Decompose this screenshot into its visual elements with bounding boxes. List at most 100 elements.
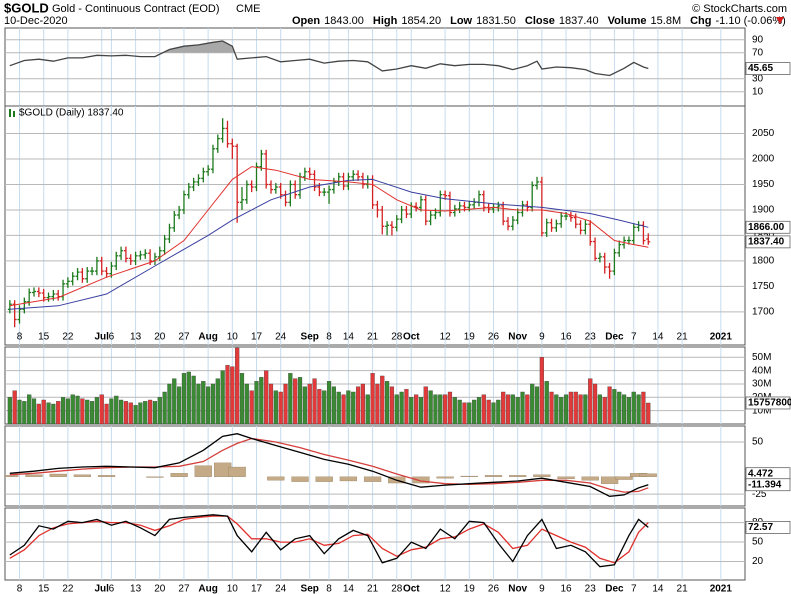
volume-bar [201, 381, 206, 424]
ohlc-bar [293, 180, 298, 199]
ohlc-bar [447, 191, 452, 217]
ohlc-bar [467, 200, 472, 212]
date: 10-Dec-2020 [4, 15, 68, 27]
volume-bar [385, 381, 390, 424]
volume-bar [505, 394, 511, 424]
ohlc-bar [104, 267, 109, 278]
volume-bar [452, 397, 457, 424]
ohlc-bar [249, 180, 254, 193]
volume-bar [365, 394, 370, 424]
x-tick-label: 28 [391, 332, 403, 343]
x-tick-label: 8 [326, 584, 332, 594]
stat-label: Chg [690, 15, 711, 27]
histogram-bar [533, 474, 551, 477]
volume-bar [476, 397, 482, 424]
stat-label: Volume [608, 15, 647, 27]
histogram-bar [581, 476, 599, 481]
ohlc-bar [457, 201, 462, 214]
ohlc-bar [143, 249, 148, 259]
ohlc-bar [210, 144, 215, 174]
panel-group: 50 -25 4.472-11.394 [4, 425, 791, 507]
ohlc-bar [80, 268, 85, 283]
volume-bar [607, 386, 612, 424]
histogram-bar [460, 475, 478, 477]
histogram-bar [315, 476, 333, 482]
ohlc-bar [220, 118, 225, 143]
value-box-label: 15757800 [748, 398, 791, 409]
volume-bar [133, 405, 138, 424]
histogram-bar [412, 476, 430, 484]
panel-group: 50M40M30M20M10M15757800 [4, 346, 791, 425]
volume-bar [177, 386, 182, 424]
x-tick-label: 10 [227, 584, 239, 594]
volume-bar [481, 394, 486, 424]
x-tick-label: 17 [251, 332, 263, 343]
stat-value: 1837.40 [559, 15, 599, 27]
value-box [745, 235, 791, 249]
y-tick-label: 20 [752, 556, 764, 567]
histogram-bar [509, 475, 527, 477]
y-tick-label: 30 [752, 73, 764, 84]
volume-bar [41, 399, 46, 424]
volume-bar [123, 401, 128, 424]
x-tick-label: Nov [508, 332, 527, 343]
value-box [745, 478, 791, 492]
histogram-bar [267, 476, 285, 481]
marks [9, 514, 649, 568]
ohlc-bar [389, 221, 394, 236]
volume-bar [278, 391, 283, 424]
ohlc-bar [114, 251, 119, 271]
x-tick-label: Sep [301, 584, 319, 594]
value-box [745, 62, 791, 75]
volume-bar [491, 402, 496, 424]
ohlc-bar [399, 205, 404, 224]
ohlc-bar [385, 221, 390, 236]
x-tick-label: 17 [251, 584, 263, 594]
volume-bar [128, 402, 133, 424]
volume-bar [326, 381, 332, 424]
y-tick-label: 50 [752, 437, 764, 448]
ohlc-bar [32, 287, 37, 297]
ohlc-bar [520, 200, 525, 217]
volume-bar [99, 394, 104, 424]
volume-bar [534, 386, 540, 424]
ohlc-bar [539, 176, 544, 237]
volume-bar [46, 402, 51, 424]
volume-bar [646, 402, 651, 424]
histogram-bar [639, 473, 657, 477]
ohlc-bar [181, 190, 186, 215]
volume-bar [559, 397, 564, 424]
x-tick-label: 2021 [710, 584, 733, 594]
ohlc-bar [177, 205, 182, 220]
volume-bar [380, 375, 385, 424]
x-tick-label: Aug [198, 332, 217, 343]
ohlc-bar [235, 143, 240, 223]
ohlc-bar [602, 252, 607, 274]
volume-bar [220, 370, 225, 424]
volume-bar [244, 383, 249, 424]
x-tick-label: 10 [227, 332, 239, 343]
stat-label: Open [292, 15, 320, 27]
down-arrow [776, 17, 784, 24]
x-tick-label: 24 [275, 584, 287, 594]
volume-bar [404, 389, 409, 424]
volume-bar [22, 401, 27, 424]
panel [4, 105, 746, 346]
ohlc-bar [418, 195, 423, 212]
ohlc-bar [99, 256, 104, 276]
volume-bar [283, 383, 288, 424]
ohlc-bar [138, 250, 143, 260]
volume-bar [351, 391, 356, 424]
histogram-bar [557, 476, 575, 480]
volume-bar [447, 391, 453, 424]
volume-bar [578, 394, 583, 424]
value-box [745, 220, 791, 234]
histogram-bar [363, 476, 382, 482]
watermark: © StockCharts.com [692, 3, 787, 15]
volume-bar [235, 347, 240, 424]
ohlc-bar [506, 217, 511, 231]
volume-bar [626, 397, 632, 424]
ohlc-bar [206, 165, 211, 176]
x-tick-label: 22 [62, 332, 74, 343]
ohlc-bar [133, 251, 138, 265]
